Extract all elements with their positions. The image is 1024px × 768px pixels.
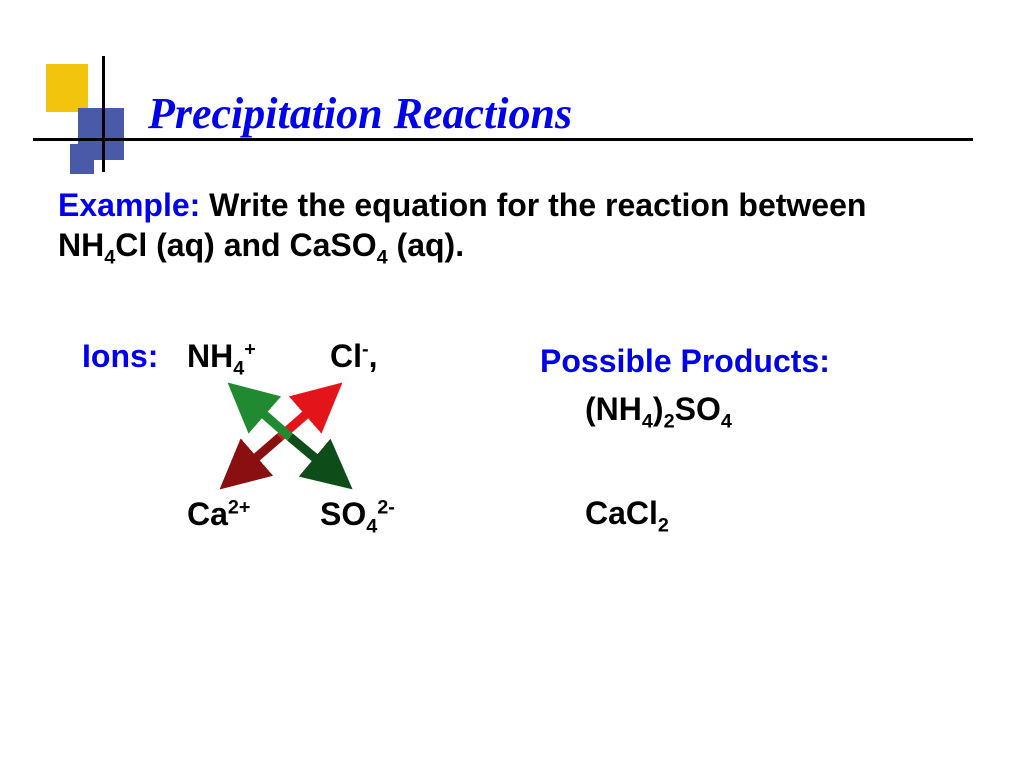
ion-cl: Cl-,	[330, 338, 378, 375]
title-text: Precipitation Reactions	[148, 89, 572, 138]
deco-yellow-square	[46, 64, 88, 112]
products-block: Possible Products: (NH4)2SO4 CaCl2	[540, 343, 830, 380]
ions-label: Ions:	[82, 338, 158, 374]
products-label: Possible Products:	[540, 343, 830, 379]
slide-title: Precipitation Reactions	[148, 88, 572, 139]
example-mid: and	[215, 227, 290, 263]
deco-vertical-line	[102, 56, 105, 172]
ions-block: Ions: NH4+ Cl-, Ca2+ SO42-	[82, 338, 158, 375]
example-pre: Write the equation for the reaction betw…	[200, 187, 866, 223]
example-text: Example: Write the equation for the reac…	[58, 185, 938, 265]
product-nh4-2-so4: (NH4)2SO4	[585, 391, 732, 428]
crossing-arrows	[195, 375, 375, 495]
ion-nh4: NH4+	[187, 338, 256, 375]
ion-ca: Ca2+	[187, 496, 251, 533]
arrow-green-down	[290, 437, 345, 483]
ion-so4: SO42-	[320, 496, 395, 533]
formula-nh4cl: NH4Cl (aq)	[58, 227, 215, 263]
product-cacl2: CaCl2	[585, 495, 669, 532]
arrow-green-up	[235, 389, 290, 437]
formula-caso4: CaSO4 (aq).	[289, 227, 464, 263]
arrow-red-down	[227, 437, 280, 483]
deco-blue-rect-2	[70, 144, 94, 174]
example-label: Example:	[58, 187, 200, 223]
